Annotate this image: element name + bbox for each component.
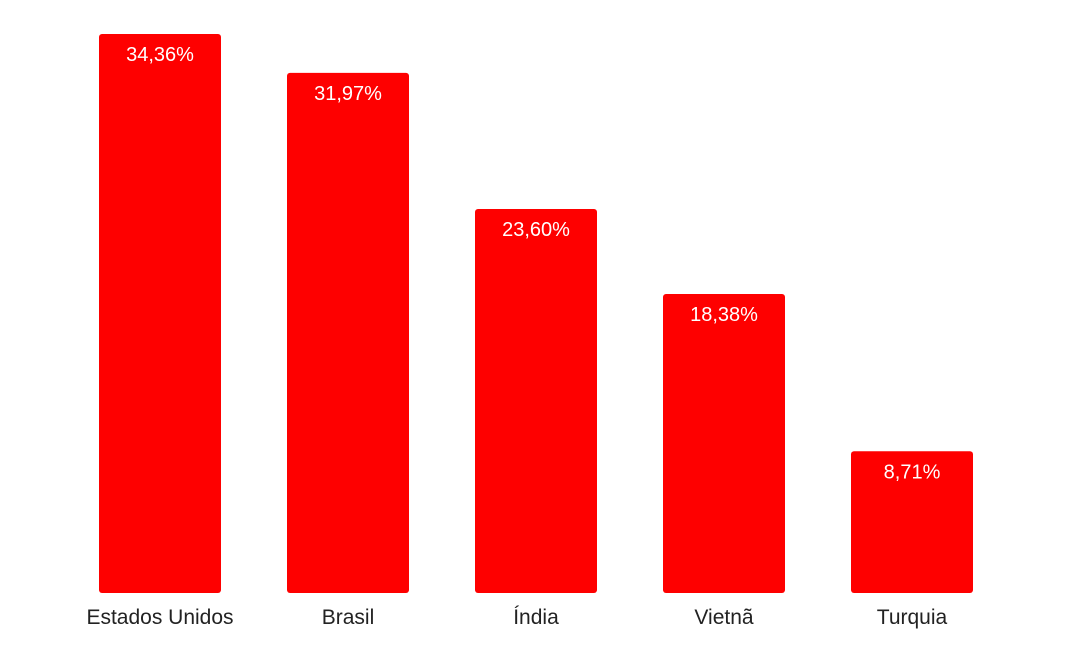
category-label-vietna: Vietnã xyxy=(694,606,753,629)
data-label-brasil: 31,97% xyxy=(314,83,382,105)
data-label-vietna: 18,38% xyxy=(690,304,758,326)
data-label-india: 23,60% xyxy=(502,219,570,241)
bar-turquia xyxy=(851,451,973,593)
category-label-brasil: Brasil xyxy=(322,606,375,629)
data-label-turquia: 8,71% xyxy=(884,461,941,483)
data-label-estados-unidos: 34,36% xyxy=(126,44,194,66)
bar-india xyxy=(475,209,597,594)
bar-vietna xyxy=(663,293,785,593)
category-label-turquia: Turquia xyxy=(877,606,948,629)
data-labels-group: 34,36% 31,97% 23,60% 18,38% 8,71% xyxy=(126,44,940,483)
category-label-estados-unidos: Estados Unidos xyxy=(86,606,233,629)
bar-brasil xyxy=(287,72,409,594)
category-label-india: Índia xyxy=(513,606,559,629)
bar-estados-unidos xyxy=(99,34,221,593)
category-labels-group: Estados Unidos Brasil Índia Vietnã Turquia xyxy=(86,606,947,629)
bars-group xyxy=(99,34,973,594)
